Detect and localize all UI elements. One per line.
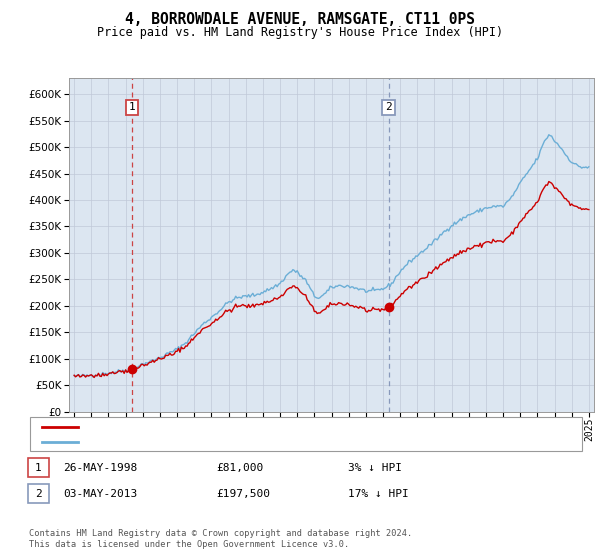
Text: 1: 1	[129, 102, 136, 113]
Text: HPI: Average price, detached house, Thanet: HPI: Average price, detached house, Than…	[84, 437, 331, 447]
Text: 1: 1	[35, 463, 42, 473]
Text: £197,500: £197,500	[216, 489, 270, 499]
Text: 4, BORROWDALE AVENUE, RAMSGATE, CT11 0PS (detached house): 4, BORROWDALE AVENUE, RAMSGATE, CT11 0PS…	[84, 422, 419, 432]
Text: 2: 2	[385, 102, 392, 113]
Text: 17% ↓ HPI: 17% ↓ HPI	[348, 489, 409, 499]
Text: 03-MAY-2013: 03-MAY-2013	[63, 489, 137, 499]
Text: 4, BORROWDALE AVENUE, RAMSGATE, CT11 0PS: 4, BORROWDALE AVENUE, RAMSGATE, CT11 0PS	[125, 12, 475, 27]
Text: Contains HM Land Registry data © Crown copyright and database right 2024.: Contains HM Land Registry data © Crown c…	[29, 529, 412, 538]
Text: 3% ↓ HPI: 3% ↓ HPI	[348, 463, 402, 473]
Text: Price paid vs. HM Land Registry's House Price Index (HPI): Price paid vs. HM Land Registry's House …	[97, 26, 503, 39]
Text: 2: 2	[35, 489, 42, 499]
Text: £81,000: £81,000	[216, 463, 263, 473]
Text: This data is licensed under the Open Government Licence v3.0.: This data is licensed under the Open Gov…	[29, 540, 349, 549]
Text: 26-MAY-1998: 26-MAY-1998	[63, 463, 137, 473]
